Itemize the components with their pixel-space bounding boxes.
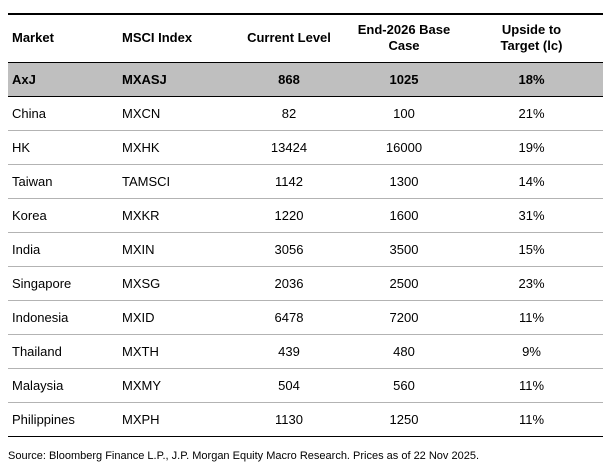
- cell-upside: 9%: [460, 334, 603, 369]
- table-row: Malaysia MXMY 504 560 11%: [8, 368, 603, 403]
- cell-msci-index: MXSG: [118, 266, 230, 301]
- cell-market: India: [8, 232, 118, 267]
- cell-base-case: 480: [348, 334, 460, 369]
- cell-upside: 19%: [460, 130, 603, 165]
- cell-base-case: 1025: [348, 61, 460, 97]
- cell-current-level: 1142: [230, 164, 348, 199]
- cell-current-level: 6478: [230, 300, 348, 335]
- cell-upside: 15%: [460, 232, 603, 267]
- cell-current-level: 504: [230, 368, 348, 403]
- cell-msci-index: MXPH: [118, 402, 230, 437]
- cell-msci-index: MXMY: [118, 368, 230, 403]
- table-row: Taiwan TAMSCI 1142 1300 14%: [8, 164, 603, 199]
- msci-targets-table: Market MSCI Index Current Level End-2026…: [8, 13, 603, 437]
- cell-market: Taiwan: [8, 164, 118, 199]
- table-row: India MXIN 3056 3500 15%: [8, 232, 603, 267]
- cell-upside: 14%: [460, 164, 603, 199]
- cell-base-case: 1300: [348, 164, 460, 199]
- source-note: Source: Bloomberg Finance L.P., J.P. Mor…: [8, 449, 480, 462]
- cell-market: Korea: [8, 198, 118, 233]
- table-row: Korea MXKR 1220 1600 31%: [8, 198, 603, 233]
- col-header-market: Market: [8, 13, 118, 63]
- col-header-current-level: Current Level: [230, 13, 348, 63]
- cell-market: Indonesia: [8, 300, 118, 335]
- cell-msci-index: MXKR: [118, 198, 230, 233]
- cell-msci-index: MXIN: [118, 232, 230, 267]
- cell-current-level: 13424: [230, 130, 348, 165]
- cell-market: Malaysia: [8, 368, 118, 403]
- table-row: Singapore MXSG 2036 2500 23%: [8, 266, 603, 301]
- cell-msci-index: MXID: [118, 300, 230, 335]
- col-header-msci-index: MSCI Index: [118, 13, 230, 63]
- cell-current-level: 3056: [230, 232, 348, 267]
- cell-upside: 11%: [460, 368, 603, 403]
- table-row-axj-highlighted: AxJ MXASJ 868 1025 18%: [8, 61, 603, 97]
- table-row: HK MXHK 13424 16000 19%: [8, 130, 603, 165]
- cell-market: China: [8, 96, 118, 131]
- header-row: Market MSCI Index Current Level End-2026…: [8, 13, 603, 63]
- cell-upside: 31%: [460, 198, 603, 233]
- cell-msci-index: MXHK: [118, 130, 230, 165]
- cell-msci-index: MXASJ: [118, 61, 230, 97]
- cell-upside: 18%: [460, 61, 603, 97]
- cell-current-level: 2036: [230, 266, 348, 301]
- cell-market: Singapore: [8, 266, 118, 301]
- cell-upside: 21%: [460, 96, 603, 131]
- cell-base-case: 2500: [348, 266, 460, 301]
- cell-current-level: 82: [230, 96, 348, 131]
- cell-msci-index: MXTH: [118, 334, 230, 369]
- table-row: Philippines MXPH 1130 1250 11%: [8, 402, 603, 437]
- col-header-upside: Upside to Target (lc): [460, 13, 603, 63]
- cell-market: Thailand: [8, 334, 118, 369]
- col-header-base-case: End-2026 Base Case: [348, 13, 460, 63]
- cell-msci-index: MXCN: [118, 96, 230, 131]
- cell-upside: 23%: [460, 266, 603, 301]
- cell-msci-index: TAMSCI: [118, 164, 230, 199]
- cell-current-level: 868: [230, 61, 348, 97]
- cell-base-case: 100: [348, 96, 460, 131]
- table-row: China MXCN 82 100 21%: [8, 96, 603, 131]
- cell-base-case: 1250: [348, 402, 460, 437]
- cell-upside: 11%: [460, 300, 603, 335]
- cell-market: AxJ: [8, 61, 118, 97]
- table-row: Thailand MXTH 439 480 9%: [8, 334, 603, 369]
- cell-market: Philippines: [8, 402, 118, 437]
- cell-base-case: 16000: [348, 130, 460, 165]
- cell-current-level: 439: [230, 334, 348, 369]
- table-row: Indonesia MXID 6478 7200 11%: [8, 300, 603, 335]
- cell-current-level: 1130: [230, 402, 348, 437]
- cell-base-case: 1600: [348, 198, 460, 233]
- cell-base-case: 560: [348, 368, 460, 403]
- cell-base-case: 7200: [348, 300, 460, 335]
- cell-current-level: 1220: [230, 198, 348, 233]
- cell-market: HK: [8, 130, 118, 165]
- cell-base-case: 3500: [348, 232, 460, 267]
- cell-upside: 11%: [460, 402, 603, 437]
